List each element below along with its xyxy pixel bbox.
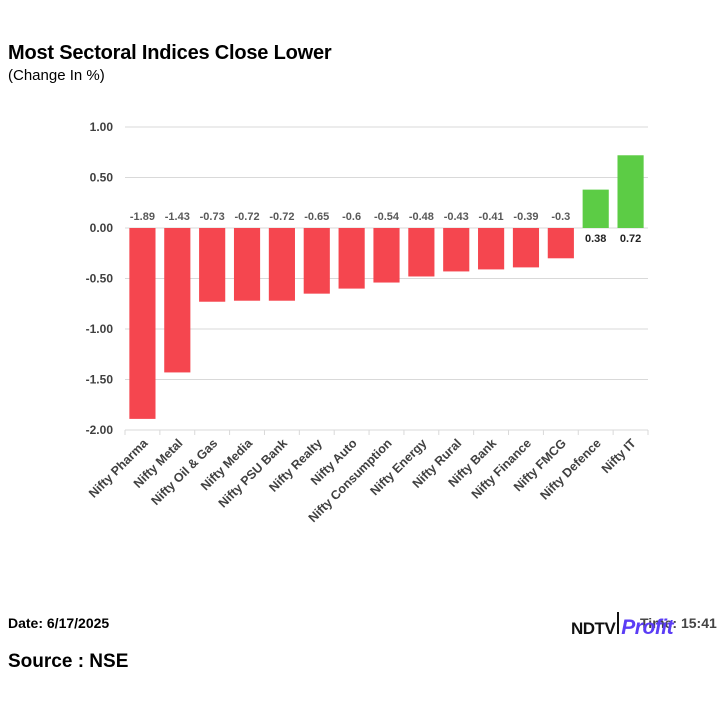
ndtv-profit-logo: NDTV Profit [571,612,674,640]
bar-nifty-fmcg [547,228,574,259]
chart-subtitle: (Change In %) [8,67,105,84]
data-label: -0.73 [200,211,225,223]
data-label: -0.39 [513,211,538,223]
bar-nifty-metal [164,228,191,373]
bar-nifty-rural [443,228,470,272]
category-label: Nifty Defence [537,436,603,502]
bar-nifty-bank [478,228,505,270]
chart-title: Most Sectoral Indices Close Lower [8,42,332,64]
time-label: Time: 15:41 [640,615,717,631]
data-label: -0.54 [374,211,400,223]
data-label: 0.72 [620,233,641,245]
y-tick-label: 0.50 [90,171,114,185]
bar-nifty-oil-gas [199,228,226,302]
data-label: -0.41 [479,211,504,223]
bar-nifty-pharma [129,228,156,419]
bar-nifty-auto [338,228,365,289]
data-label: -0.6 [342,211,361,223]
category-label: Nifty IT [599,436,639,476]
logo-separator [617,612,620,634]
data-label: -1.43 [165,211,190,223]
bar-chart: 1.00 0.50 0.00 -0.50 -1.00 -1.50 -2.00 -1.89 Nif… [86,120,649,525]
category-label: Nifty Pharma [86,435,151,500]
data-label: -0.65 [304,211,329,223]
y-tick-label: -0.50 [86,272,114,286]
data-label: -0.72 [234,211,259,223]
source-label: Source : NSE [8,651,129,672]
bar-nifty-it [617,155,644,228]
y-tick-label: 0.00 [90,221,114,235]
bar-nifty-consumption [373,228,400,283]
date-label: Date: 6/17/2025 [8,615,110,631]
bar-nifty-realty [303,228,330,294]
bar-nifty-media [233,228,261,301]
y-tick-label: -1.50 [86,373,114,387]
bar-nifty-defence [582,189,609,228]
bar-nifty-psu-bank [268,228,295,301]
bar-nifty-energy [408,228,435,277]
data-label: 0.38 [585,233,606,245]
data-label: -0.72 [269,211,294,223]
data-label: -0.3 [551,211,570,223]
logo-profit-text: Profit [621,616,674,639]
data-label: -1.89 [130,211,155,223]
bar-nifty-finance [512,228,540,268]
data-label: -0.43 [444,211,469,223]
data-label: -0.48 [409,211,434,223]
y-tick-label: -2.00 [86,423,114,437]
y-tick-label: -1.00 [86,322,114,336]
y-tick-label: 1.00 [90,120,114,134]
logo-ndtv-text: NDTV [571,619,616,638]
